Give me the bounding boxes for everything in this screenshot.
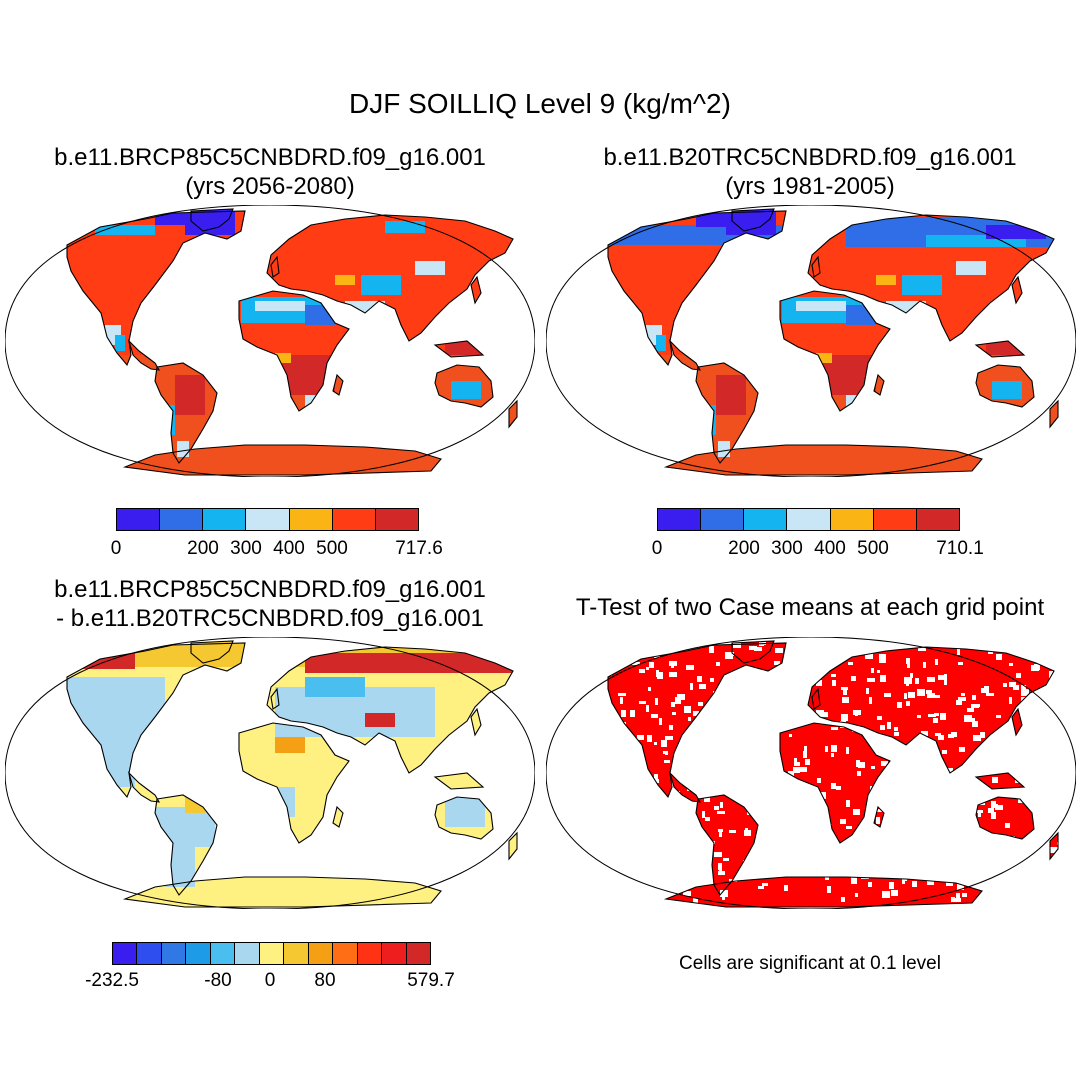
colorbar-future-tick: 0 [110,538,122,559]
colorbar-swatch [289,509,333,530]
colorbar-swatch [186,943,211,964]
colorbar-historical-tick: 0 [651,538,663,559]
colorbar-historical-tick: 500 [857,538,889,559]
colorbar-historical-tick: 200 [728,538,760,559]
map-future [5,205,535,477]
panel-title-ttest: T-Test of two Case means at each grid po… [575,594,1045,621]
colorbar-swatch [203,509,247,530]
panel-title-difference: b.e11.BRCP85C5CNBDRD.f09_g16.001 - b.e11… [12,575,528,633]
coastlines [607,640,1059,908]
coastlines [66,640,518,908]
colorbar-swatch [137,943,162,964]
globe-border [5,205,535,477]
colorbar-swatch [333,943,358,964]
land-fill [608,641,1058,907]
colorbar-swatch [308,943,334,964]
colorbar-swatch [744,509,788,530]
coastlines [66,208,518,476]
colorbar-swatch [332,509,376,530]
land-fill [67,209,517,475]
colorbar-difference-tick: -80 [204,970,232,991]
colorbar-difference-tick: -232.5 [85,970,139,991]
colorbar-future-tick: 200 [187,538,219,559]
panel-title-difference-line2: - b.e11.B20TRC5CNBDRD.f09_g16.001 [56,605,484,632]
globe-border [546,205,1076,477]
colorbar-future-tick: 400 [273,538,305,559]
colorbar-swatch [873,509,917,530]
colorbar-difference [112,942,431,965]
land-fill [608,209,1058,475]
colorbar-swatch [830,509,874,530]
colorbar-swatch [235,943,260,964]
colorbar-future-tick: 717.6 [395,538,443,559]
map-historical [546,205,1076,477]
panel-title-future: b.e11.BRCP85C5CNBDRD.f09_g16.001 (yrs 20… [12,143,528,201]
colorbar-swatch [787,509,831,530]
panel-title-future-line2: (yrs 2056-2080) [185,173,355,200]
colorbar-difference-tick: 0 [264,970,276,991]
panel-title-historical-line1: b.e11.B20TRC5CNBDRD.f09_g16.001 [603,144,1017,171]
colorbar-swatch [382,943,407,964]
map-ttest [546,637,1076,909]
figure-title: DJF SOILLIQ Level 9 (kg/m^2) [349,88,731,119]
panel-title-historical-line2: (yrs 1981-2005) [725,173,895,200]
colorbar-swatch [284,943,309,964]
colorbar-future-tick: 500 [316,538,348,559]
panel-title-historical: b.e11.B20TRC5CNBDRD.f09_g16.001 (yrs 198… [552,143,1068,201]
colorbar-swatch [113,943,138,964]
colorbar-swatch [117,509,161,530]
colorbar-swatch [357,943,383,964]
colorbar-swatch [406,943,431,964]
colorbar-swatch [916,509,959,530]
globe-border [5,637,535,909]
coastlines [607,208,1059,476]
colorbar-historical [657,508,960,531]
colorbar-swatch [161,943,187,964]
colorbar-swatch [658,509,702,530]
colorbar-swatch [210,943,236,964]
colorbar-future-tick: 300 [230,538,262,559]
panel-title-difference-line1: b.e11.BRCP85C5CNBDRD.f09_g16.001 [54,576,486,603]
colorbar-historical-tick: 710.1 [936,538,984,559]
colorbar-swatch [246,509,290,530]
colorbar-swatch [160,509,204,530]
colorbar-swatch [701,509,745,530]
colorbar-historical-tick: 400 [814,538,846,559]
colorbar-future [116,508,419,531]
map-difference [5,637,535,909]
colorbar-swatch [375,509,418,530]
colorbar-historical-tick: 300 [771,538,803,559]
colorbar-difference-tick: 579.7 [407,970,455,991]
significance-note: Cells are significant at 0.1 level [679,953,941,974]
colorbar-difference-tick: 80 [314,970,336,991]
panel-title-future-line1: b.e11.BRCP85C5CNBDRD.f09_g16.001 [54,144,486,171]
globe-border [546,637,1076,909]
land-fill [67,641,517,907]
colorbar-swatch [259,943,285,964]
